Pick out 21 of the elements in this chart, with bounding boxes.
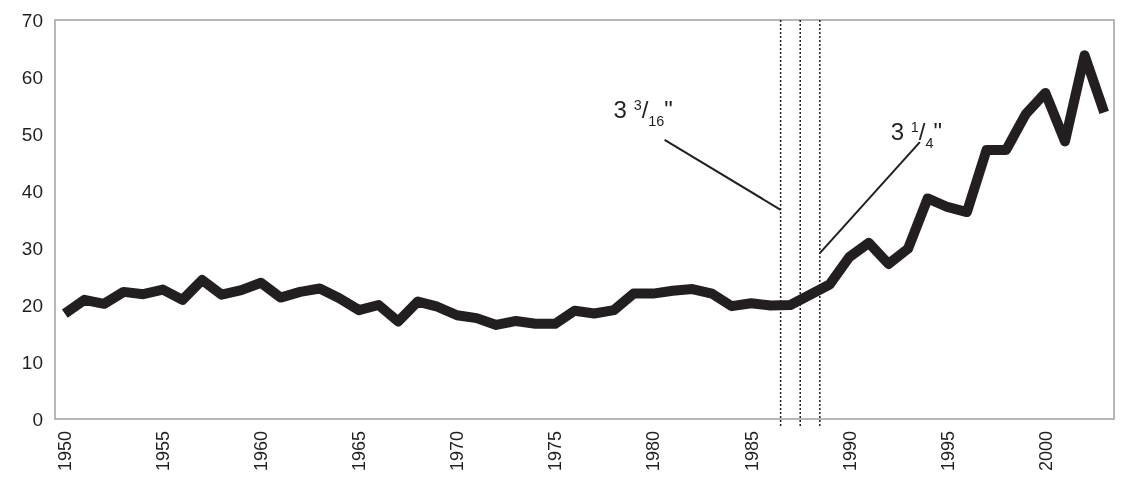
y-tick-label: 20 — [21, 294, 43, 316]
y-tick-label: 0 — [32, 408, 43, 430]
x-tick-label: 1950 — [55, 431, 76, 472]
x-tick-label: 1985 — [741, 431, 762, 472]
x-tick-label: 1955 — [153, 431, 174, 472]
x-tick-label: 1965 — [349, 431, 370, 472]
x-tick-label: 1980 — [643, 431, 664, 472]
y-tick-label: 10 — [21, 351, 43, 373]
x-tick-label: 1975 — [545, 431, 566, 472]
annotation: 3 $^{1}$/$_{4}$" — [890, 118, 943, 152]
x-tick-label: 1990 — [839, 431, 860, 472]
y-tick-label: 70 — [21, 9, 43, 31]
x-tick-label: 1960 — [251, 431, 272, 472]
y-tick-label: 30 — [21, 237, 43, 259]
y-tick-label: 40 — [21, 180, 43, 202]
y-tick-label: 60 — [21, 66, 43, 88]
x-tick-label: 2000 — [1035, 431, 1056, 472]
x-tick-label: 1995 — [937, 431, 958, 472]
annotation: 3 $^{3}$/$_{16}$" — [613, 95, 673, 129]
x-tick-label: 1970 — [447, 431, 468, 472]
y-tick-label: 50 — [21, 123, 43, 145]
